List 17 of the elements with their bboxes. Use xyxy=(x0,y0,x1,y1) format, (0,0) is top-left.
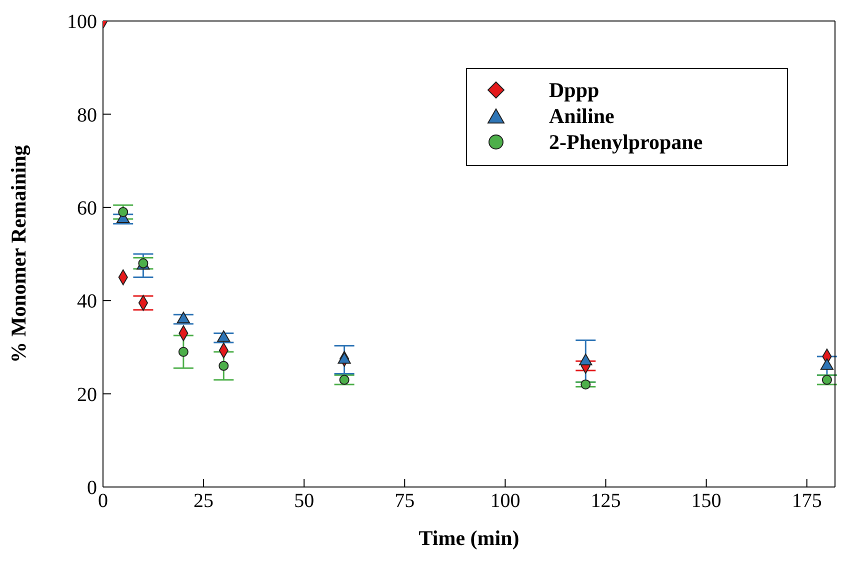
x-tick-label: 25 xyxy=(194,490,214,512)
x-axis-title: Time (min) xyxy=(418,526,520,550)
x-tick-label: 50 xyxy=(294,490,314,512)
y-tick-label: 80 xyxy=(77,104,97,126)
x-tick-label: 100 xyxy=(490,490,520,512)
y-axis-title: % Monomer Remaining xyxy=(6,144,30,363)
x-tick-label: 75 xyxy=(394,490,415,512)
legend-label: 2-Phenylpropane xyxy=(549,130,703,154)
y-tick-label: 60 xyxy=(77,198,97,220)
legend-label: Aniline xyxy=(549,104,614,128)
y-tick-label: 100 xyxy=(67,11,97,34)
y-tick-label: 40 xyxy=(77,290,97,313)
x-tick-label: 175 xyxy=(792,490,822,512)
y-tick-label: 20 xyxy=(77,384,97,406)
legend-label: Dppp xyxy=(549,78,600,102)
x-tick-label: 125 xyxy=(590,490,621,512)
x-tick-label: 150 xyxy=(691,490,722,512)
